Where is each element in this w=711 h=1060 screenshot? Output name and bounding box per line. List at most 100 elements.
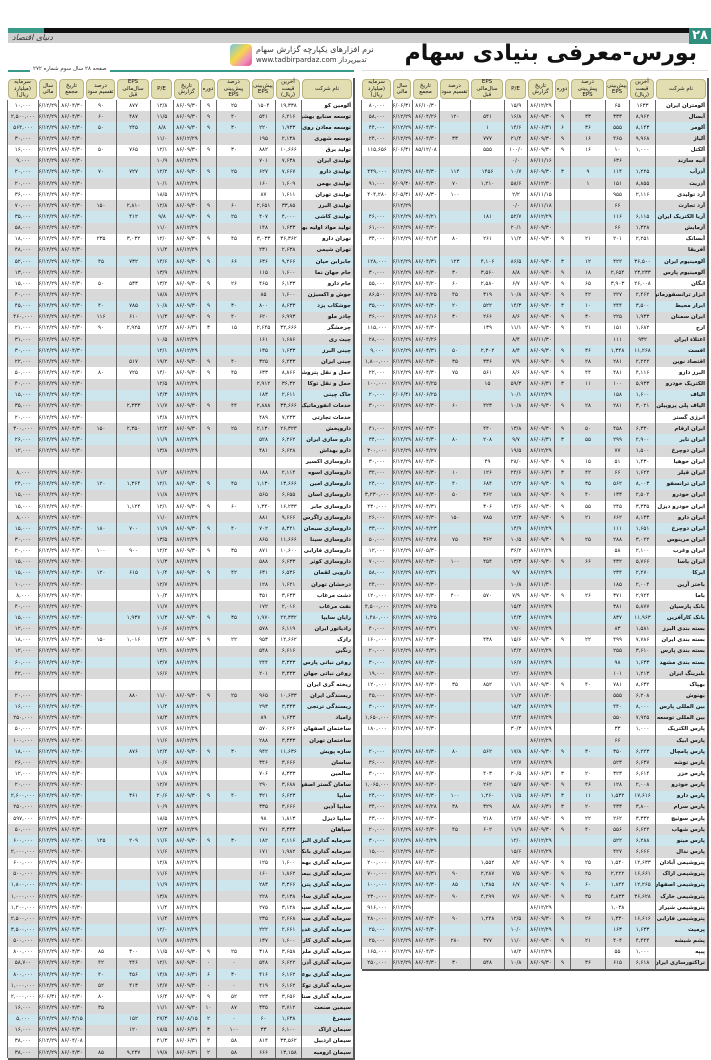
- table-cell: ۱۱/۶: [150, 723, 173, 736]
- table-cell: ۳۳: [570, 111, 605, 123]
- table-row: پارس پامچال ۶,۲۲۳ ۳۵۰ ۳۰ ۹ ۸۶/۰۹/۳۰ ۱۷/۸ ۵۶۲ ۸۰ ۸…: [361, 746, 707, 758]
- table-cell: ۲۰: [439, 300, 470, 312]
- table-cell: [216, 723, 251, 736]
- table-cell: ۲۹۰: [251, 779, 275, 791]
- table-cell: ۸۶/۰۴/۳۰: [58, 122, 85, 134]
- table-cell: ۱۶۳: [605, 924, 629, 936]
- table-cell: ۸۶/۱۲/۲۹: [392, 723, 412, 736]
- company-name: داروسازی جابر: [301, 501, 353, 513]
- table-cell: ۲۱: [570, 322, 605, 334]
- table-cell: ۹: [554, 456, 570, 468]
- table-cell: ۵۰: [85, 278, 116, 290]
- table-cell: [200, 189, 216, 201]
- table-cell: ۹: [554, 423, 570, 435]
- table-cell: ۲۴,۰۰۰: [361, 133, 392, 145]
- table-cell: ۱۶,۰۰۰: [7, 1002, 38, 1014]
- table-cell: ۱,۸۱۳: [275, 813, 301, 825]
- table-cell: ۱,۴۸۰,۰۰۰: [361, 612, 392, 624]
- table-cell: ۵۶۴,۰۰۰: [7, 122, 38, 134]
- table-cell: ۸۶/۰۹/۳۰: [527, 478, 554, 490]
- table-cell: ۳۰,۰۰۰: [7, 345, 38, 357]
- table-cell: [439, 144, 470, 156]
- table-cell: ۳۰: [439, 957, 470, 969]
- table-cell: ۸۶/۰۴/۳۰: [412, 846, 439, 858]
- table-cell: ۸۶/۰۴/۳۰: [58, 222, 85, 234]
- table-cell: ۸۶/۱۲/۲۹: [173, 623, 200, 635]
- table-cell: ۱۱/۲: [504, 690, 527, 702]
- table-cell: ۱۲/۵: [504, 913, 527, 925]
- table-cell: ۵۳۳: [116, 278, 150, 290]
- table-cell: ۸۶/۱۲/۲۹: [392, 445, 412, 457]
- company-name: ایران دارو: [655, 512, 707, 524]
- table-cell: ۱۰/۸: [504, 579, 527, 591]
- table-cell: ۴,۴۴۴: [629, 935, 655, 947]
- table-cell: ۸۶/۱۲/۲۹: [38, 879, 58, 891]
- table-cell: [554, 712, 570, 724]
- table-cell: ۸۶/۱۲/۲۹: [173, 434, 200, 446]
- table-cell: ۱۱۴: [605, 166, 629, 178]
- table-cell: ۸۶/۰۹/۳۰: [527, 166, 554, 178]
- table-cell: ۹,۶۶۶: [275, 512, 301, 524]
- table-cell: ۱۹/۵: [504, 445, 527, 457]
- table-cell: ۱۷/۸: [504, 746, 527, 758]
- table-cell: ۸۶/۱۲/۲۹: [38, 813, 58, 825]
- table-cell: ۸۶/۱۲/۲۹: [38, 946, 58, 958]
- table-cell: ۸۶/۰۶/۳۱: [173, 1024, 200, 1036]
- table-cell: ۹: [200, 144, 216, 156]
- table-cell: ۸۶/۰۴/۳۰: [412, 935, 439, 947]
- company-name: داروسازی زاگرس: [301, 512, 353, 524]
- table-row: خدمات تجارتی ۷,۲۳۳ ۴۸۹ ۸۶/۱۲/۲۹ ۱۴/۸ ۸۶/۰۴/۳۰…: [7, 411, 353, 424]
- table-cell: ۳۵: [439, 356, 470, 368]
- table-cell: ۴۵: [216, 233, 251, 245]
- table-cell: ۱۶,۲۳۳: [275, 501, 301, 513]
- table-row: بسته بندی البرز ۱,۵۸۱ ۸۳ ۸۶/۱۲/۲۹ ۱۹/۰ ۸۶/۰۳/…: [361, 623, 707, 635]
- table-cell: ۱۴/۹: [504, 523, 527, 535]
- table-cell: [200, 701, 216, 713]
- table-cell: ۱,۶۸۶: [275, 333, 301, 346]
- table-cell: [200, 757, 216, 769]
- table-cell: ۸۶/۱۲/۲۹: [38, 801, 58, 813]
- brand-logo-icon: [230, 44, 252, 66]
- table-cell: ۷۰۶: [251, 768, 275, 780]
- table-cell: ۳,۳۳۳: [275, 824, 301, 836]
- table-row: داروسازی اکسیر: [7, 456, 353, 468]
- table-cell: ۸۶/۱۲/۲۹: [38, 400, 58, 412]
- table-cell: [216, 935, 251, 947]
- table-cell: ۲,۱۱۶: [629, 189, 655, 201]
- table-cell: [200, 890, 216, 903]
- table-cell: ۱۲۰,۰۰۰: [361, 679, 392, 691]
- table-cell: [439, 501, 470, 513]
- table-cell: ۹: [554, 890, 570, 903]
- table-cell: ۷۰,۰۰۰: [361, 556, 392, 568]
- table-cell: ۸۶/۰۴/۳۰: [412, 946, 439, 958]
- column-header: آخرین قیمت (ریال): [275, 78, 301, 100]
- table-cell: [216, 556, 251, 568]
- table-cell: ۲: [200, 1035, 216, 1047]
- table-cell: ۸۶/۰۹/۳۰: [527, 255, 554, 268]
- table-cell: ۳۴۶: [251, 757, 275, 769]
- table-row: ساختمان اصفهان ۶,۶۲۶ ۵۷۰ ۸۶/۱۲/۲۹ ۱۱/۶ ۸۶/۰۴/…: [7, 723, 353, 736]
- table-cell: ۸۰: [439, 434, 470, 446]
- company-name: پارس خزر: [655, 768, 707, 780]
- table-cell: [85, 400, 116, 412]
- table-cell: ۴۸۱: [605, 367, 629, 379]
- table-cell: ۳: [554, 801, 570, 813]
- table-cell: ۳۵,۰۰۰: [7, 211, 38, 223]
- table-cell: [504, 244, 527, 256]
- table-cell: ۲۰/۵: [504, 768, 527, 780]
- table-cell: ۲۲۵: [605, 311, 629, 323]
- table-cell: ۸۶/۱۲/۲۹: [173, 467, 200, 479]
- company-name: رایان سایپا: [301, 612, 353, 624]
- table-cell: ۳۰/۳: [504, 723, 527, 736]
- table-cell: ۸۶/۱۲/۲۹: [392, 122, 412, 134]
- table-row: بانک پارسیان ۵,۸۷۷ ۳۸۱ ۸۶/۱۲/۲۹ ۱۵/۴ ۸۶/۰۲/۲۵…: [361, 601, 707, 613]
- table-cell: ۳۳۵: [251, 801, 275, 813]
- table-cell: ۲۰۸: [470, 434, 504, 446]
- table-cell: [116, 345, 150, 357]
- table-cell: ۶۳۳: [251, 367, 275, 379]
- column-header-label: پیش‌بینی EPS: [252, 79, 274, 99]
- table-cell: [439, 567, 470, 580]
- table-cell: ۱۱/۸: [150, 489, 173, 502]
- table-cell: ۸۶/۱۲/۲۹: [38, 924, 58, 936]
- table-cell: ۸۶/۱۲/۲۹: [173, 512, 200, 524]
